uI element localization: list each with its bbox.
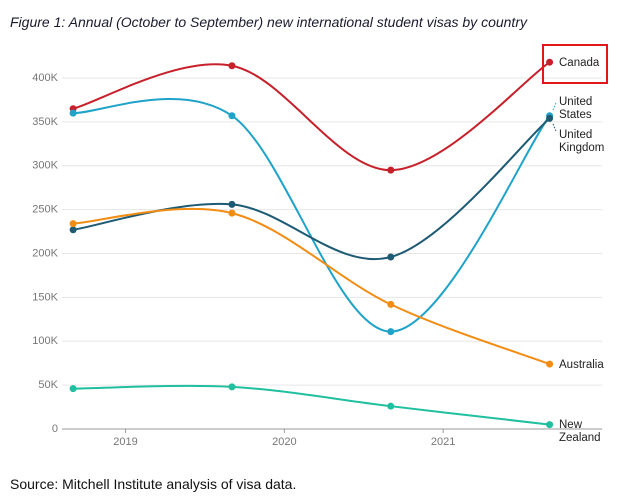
series-line [73,384,550,426]
y-tick-label: 200K [32,247,58,259]
x-tick-label: 2021 [431,436,455,448]
y-tick-label: 150K [32,291,58,303]
data-point [228,200,236,208]
highlight-box [542,44,608,84]
data-point [228,383,236,391]
series-line [72,61,551,172]
series-label: United States [559,96,593,121]
series-label: Canada [559,57,600,69]
data-point [546,360,554,368]
y-tick-label: 250K [32,204,58,216]
data-point [69,226,77,234]
leader [552,102,557,111]
data-point [387,328,395,336]
data-point [69,385,77,393]
series-line [72,117,551,260]
data-point [546,58,554,66]
series-line [73,207,550,366]
chart-title: Figure 1: Annual (October to September) … [10,14,527,30]
series-label: New Zealand [559,419,601,444]
data-point [387,300,395,308]
data-point [546,114,554,122]
data-point [546,421,554,429]
leader [552,123,557,132]
data-point [69,220,77,228]
series-label: United Kingdom [559,129,605,154]
data-point [387,402,395,410]
source-note: Source: Mitchell Institute analysis of v… [10,476,297,492]
data-point [228,62,236,70]
data-point [387,166,395,174]
x-tick-label: 2020 [272,436,296,448]
data-point [228,209,236,217]
series-line [73,97,551,333]
data-point [387,253,395,261]
x-tick-label: 2019 [113,436,137,448]
series-label: Australia [559,359,604,371]
y-tick-label: 350K [32,116,58,128]
data-point [228,112,236,120]
chart: 0 50K 100K 150K 200K 250K 300K 350K 400K 2019 2020… [32,58,602,448]
data-point [69,109,77,117]
y-tick-label: 50K [38,379,58,391]
y-tick-label: 0 [52,423,58,435]
y-tick-label: 400K [32,72,58,84]
y-tick-label: 100K [32,335,58,347]
y-tick-label: 300K [32,160,58,172]
